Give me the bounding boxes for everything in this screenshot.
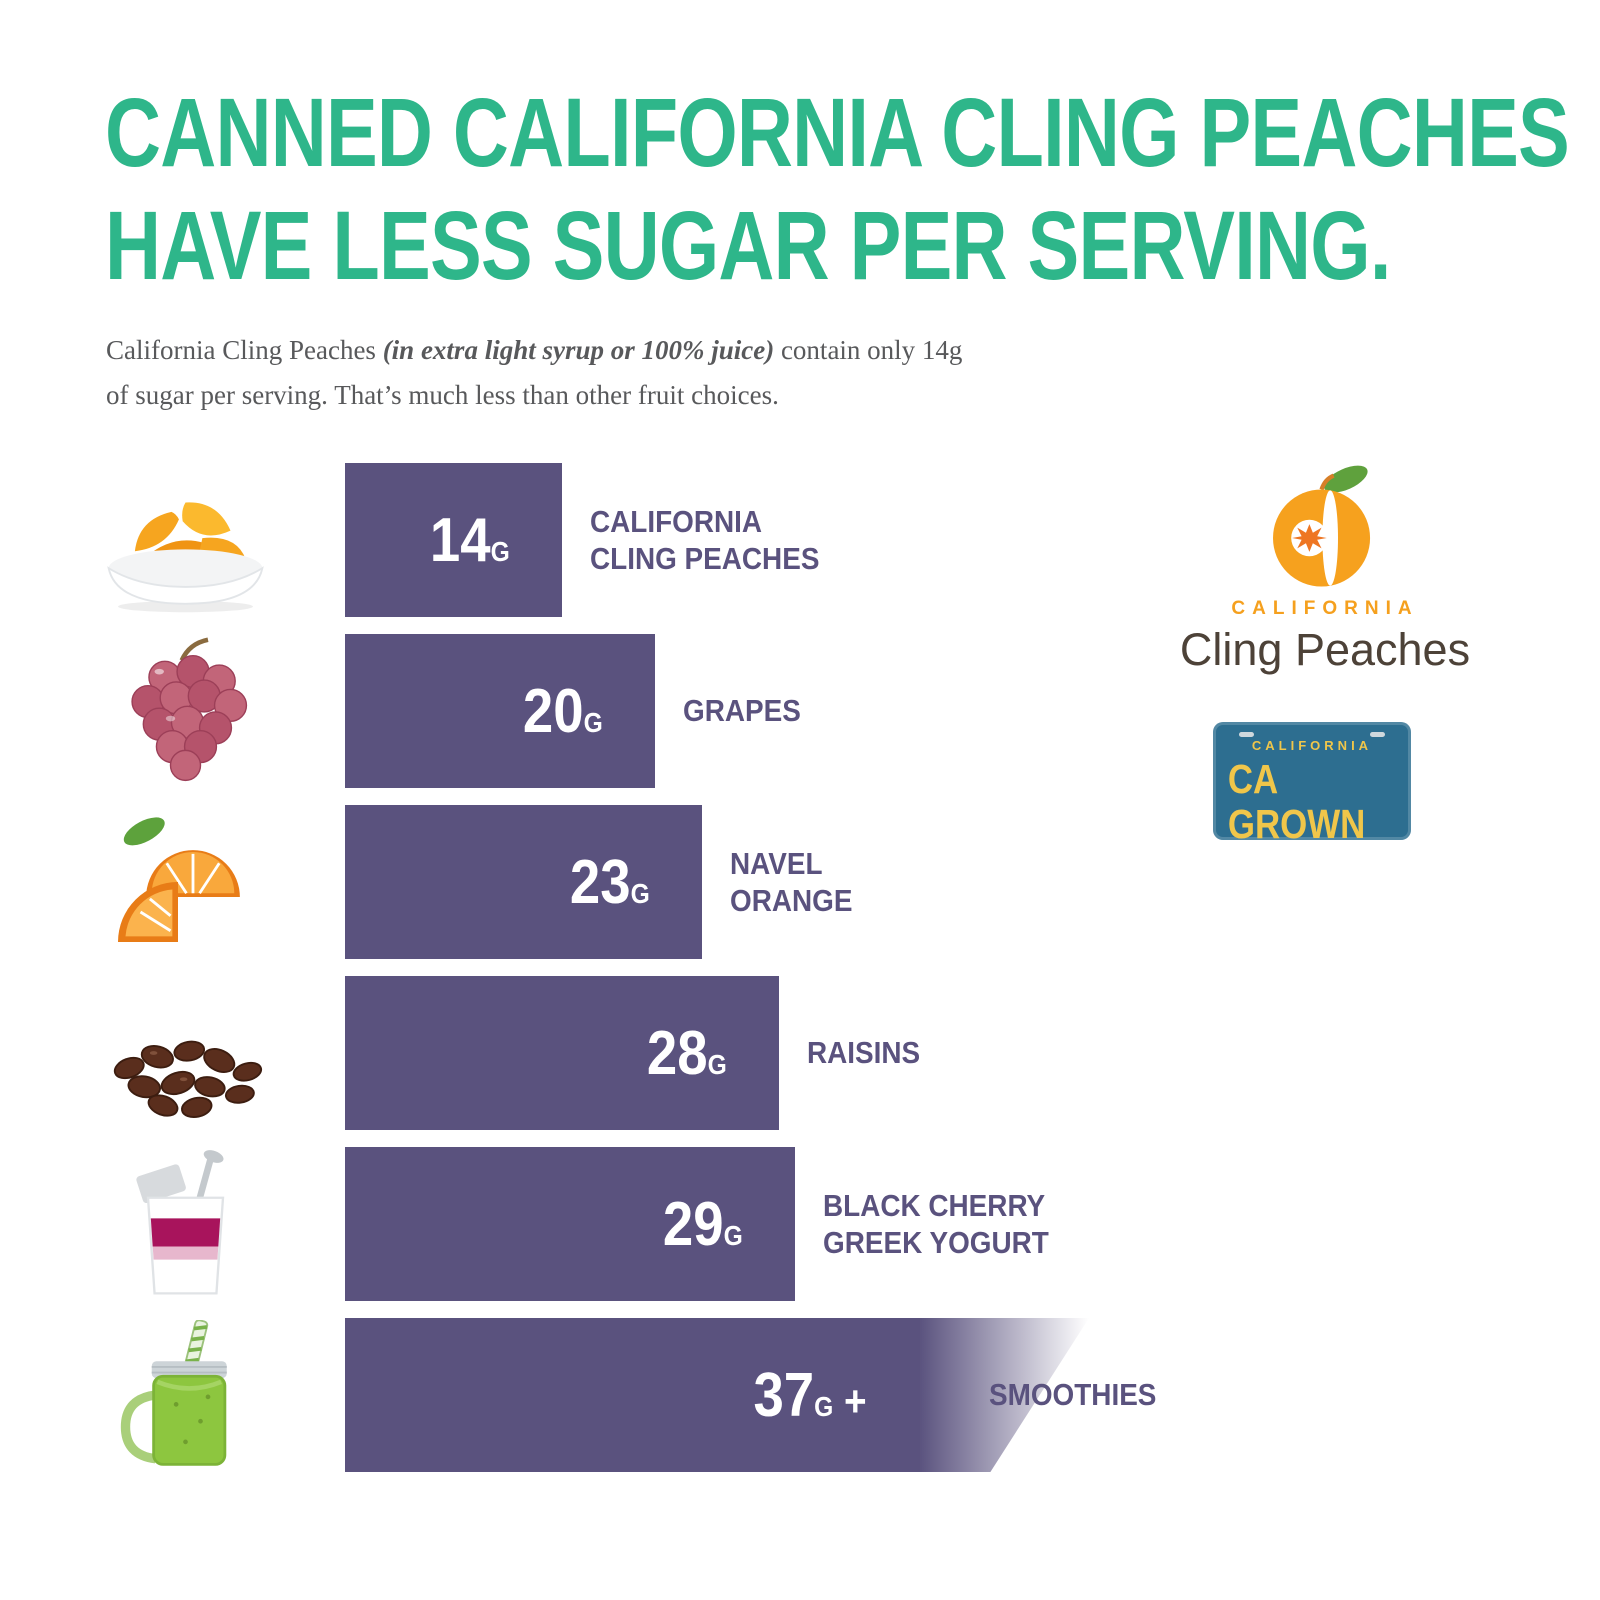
category-label: CALIFORNIA CLING PEACHES [590, 503, 820, 576]
plate-bolt-right [1370, 732, 1385, 737]
chart-row: 20G GRAPES [0, 634, 1600, 788]
sugar-bar-chart: 14G CALIFORNIA CLING PEACHES 20G GRAPES … [0, 463, 1600, 1489]
sugar-value: 28G [647, 1018, 727, 1088]
cling-peaches-logo: CALIFORNIA Cling Peaches [1160, 460, 1490, 676]
peach-logo-icon [1249, 460, 1401, 590]
sugar-bar: 37G + [345, 1318, 919, 1472]
orange-icon [78, 807, 293, 957]
sugar-bar: 29G [345, 1147, 795, 1301]
category-label: RAISINS [807, 1035, 921, 1071]
sugar-bar: 14G [345, 463, 562, 617]
sugar-value: 20G [523, 676, 603, 746]
plate-california-text: CALIFORNIA [1251, 738, 1373, 753]
category-label: SMOOTHIES [989, 1377, 1157, 1413]
category-label: GRAPES [683, 693, 801, 729]
peach-bowl-icon [78, 465, 293, 615]
subtitle: California Cling Peaches (in extra light… [106, 328, 976, 417]
logo-california-text: CALIFORNIA [1231, 598, 1419, 619]
title-line-1: CANNED CALIFORNIA CLING PEACHES [105, 78, 1570, 187]
logo-cling-peaches-text: Cling Peaches [1179, 624, 1471, 675]
subtitle-text-1: California Cling Peaches [106, 335, 383, 365]
grapes-icon [78, 636, 293, 786]
title-line-2: HAVE LESS SUGAR PER SERVING. [105, 191, 1391, 301]
sugar-value: 14G [430, 505, 510, 575]
sugar-value: 23G [570, 847, 650, 917]
sugar-bar: 28G [345, 976, 779, 1130]
sugar-value: 37G + [753, 1360, 867, 1430]
chart-row: 37G + SMOOTHIES [0, 1318, 1600, 1472]
sugar-bar: 20G [345, 634, 655, 788]
category-label: NAVEL ORANGE [730, 845, 853, 918]
subtitle-text-2: contain only 14g of sugar per serving. T… [106, 335, 963, 410]
yogurt-icon [78, 1149, 293, 1299]
plate-ca-grown-text: CA GROWN [1227, 756, 1366, 848]
chart-row: 14G CALIFORNIA CLING PEACHES [0, 463, 1600, 617]
page-title: CANNED CALIFORNIA CLING PEACHES HAVE LES… [105, 76, 1570, 303]
sugar-value: 29G [663, 1189, 743, 1259]
raisins-icon [78, 978, 293, 1128]
category-label: BLACK CHERRY GREEK YOGURT [823, 1187, 1049, 1260]
plate-bolt-left [1239, 732, 1254, 737]
chart-row: 23G NAVEL ORANGE [0, 805, 1600, 959]
chart-row: 28G RAISINS [0, 976, 1600, 1130]
sugar-bar: 23G [345, 805, 702, 959]
chart-row: 29G BLACK CHERRY GREEK YOGURT [0, 1147, 1600, 1301]
subtitle-emphasis: (in extra light syrup or 100% juice) [382, 335, 775, 365]
ca-grown-plate: CALIFORNIA CA GROWN [1213, 722, 1411, 847]
smoothie-icon [78, 1320, 293, 1470]
